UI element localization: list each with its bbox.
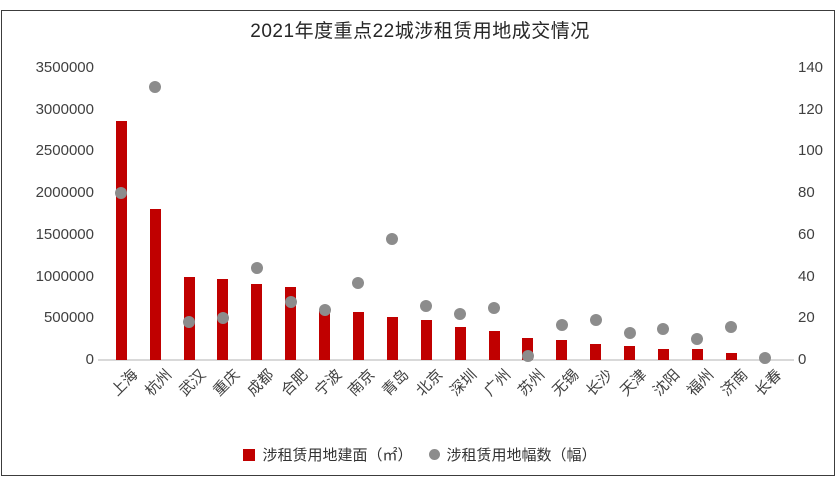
bar-沈阳 [657,348,669,360]
bar-广州 [488,330,500,360]
y-axis-right-tick: 60 [798,225,815,243]
y-axis-left-tick: 1500000 [35,225,94,243]
y-axis-left-tick: 500000 [43,309,94,327]
bar-苏州 [522,338,534,360]
x-label-天津: 天津 [616,366,650,400]
legend-item-plot-count: 涉租赁用地幅数（幅） [428,444,597,465]
legend-label-plot-count: 涉租赁用地幅数（幅） [446,447,597,464]
bar-无锡 [556,339,568,360]
dot-成都 [250,262,263,275]
y-axis-left-tick: 2000000 [35,184,94,202]
y-axis-right-tick: 120 [798,100,824,118]
dot-宁波 [318,303,331,316]
dot-北京 [420,299,433,312]
x-label-杭州: 杭州 [142,366,176,400]
bar-宁波 [319,310,331,360]
x-label-长春: 长春 [752,366,786,400]
legend-label-building-area: 涉租赁用地建面（㎡） [262,447,413,464]
x-label-重庆: 重庆 [210,366,244,400]
dot-长春 [759,351,772,364]
dot-武汉 [183,316,196,329]
bar-杭州 [149,208,161,360]
x-label-深圳: 深圳 [447,366,481,400]
x-label-福州: 福州 [684,366,718,400]
dot-长沙 [589,314,602,327]
y-axis-left-tick: 3000000 [35,100,94,118]
dot-济南 [725,320,738,333]
bar-济南 [725,353,737,360]
chart-frame-border [1,10,835,476]
scatter-series-marker-icon [428,449,440,460]
y-axis-right-tick: 100 [798,142,824,160]
x-label-济南: 济南 [718,366,752,400]
x-label-广州: 广州 [481,366,515,400]
y-axis-right-tick: 40 [798,267,815,285]
legend-item-building-area: 涉租赁用地建面（㎡） [243,444,413,465]
y-axis-left-tick: 3500000 [35,59,94,76]
dot-无锡 [555,318,568,331]
y-axis-left-tick: 2500000 [35,142,94,160]
y-axis-right-tick: 140 [798,59,824,76]
x-label-合肥: 合肥 [277,366,312,400]
dot-天津 [623,326,636,339]
legend: 涉租赁用地建面（㎡） 涉租赁用地幅数（幅） [0,444,840,465]
bar-天津 [624,345,636,360]
dot-苏州 [521,349,534,362]
bar-福州 [691,349,703,360]
dot-上海 [115,187,128,200]
bar-合肥 [285,286,297,360]
bar-series-marker-icon [243,448,256,461]
y-axis-right-tick: 0 [798,351,807,368]
x-axis-line [98,359,794,361]
y-axis-right-tick: 20 [798,309,815,327]
x-label-南京: 南京 [345,366,379,400]
dot-合肥 [284,295,297,308]
chart-title: 2021年度重点22城涉租赁用地成交情况 [250,21,590,42]
bar-深圳 [454,327,466,360]
x-label-成都: 成都 [243,366,278,400]
dot-广州 [488,301,501,314]
x-label-北京: 北京 [413,366,447,400]
bar-成都 [251,284,263,360]
x-label-武汉: 武汉 [176,366,210,400]
bar-南京 [352,312,364,360]
x-label-苏州: 苏州 [514,366,549,400]
bar-上海 [115,121,127,360]
x-label-无锡: 无锡 [548,366,583,400]
dot-福州 [691,333,704,346]
dot-南京 [352,276,365,289]
bar-长沙 [590,344,602,360]
y-axis-right-tick: 80 [798,184,815,202]
dot-重庆 [216,312,229,325]
y-axis-left-tick: 0 [85,351,94,368]
dot-青岛 [386,233,399,246]
x-label-长沙: 长沙 [582,366,617,400]
x-label-上海: 上海 [108,366,142,400]
dot-深圳 [454,308,467,321]
bar-北京 [420,319,432,360]
y-axis-left-tick: 1000000 [35,267,94,285]
dot-沈阳 [657,322,670,335]
dot-杭州 [149,80,162,93]
x-label-青岛: 青岛 [379,366,413,400]
x-label-沈阳: 沈阳 [650,366,684,400]
x-label-宁波: 宁波 [311,366,345,400]
bar-青岛 [386,316,398,360]
